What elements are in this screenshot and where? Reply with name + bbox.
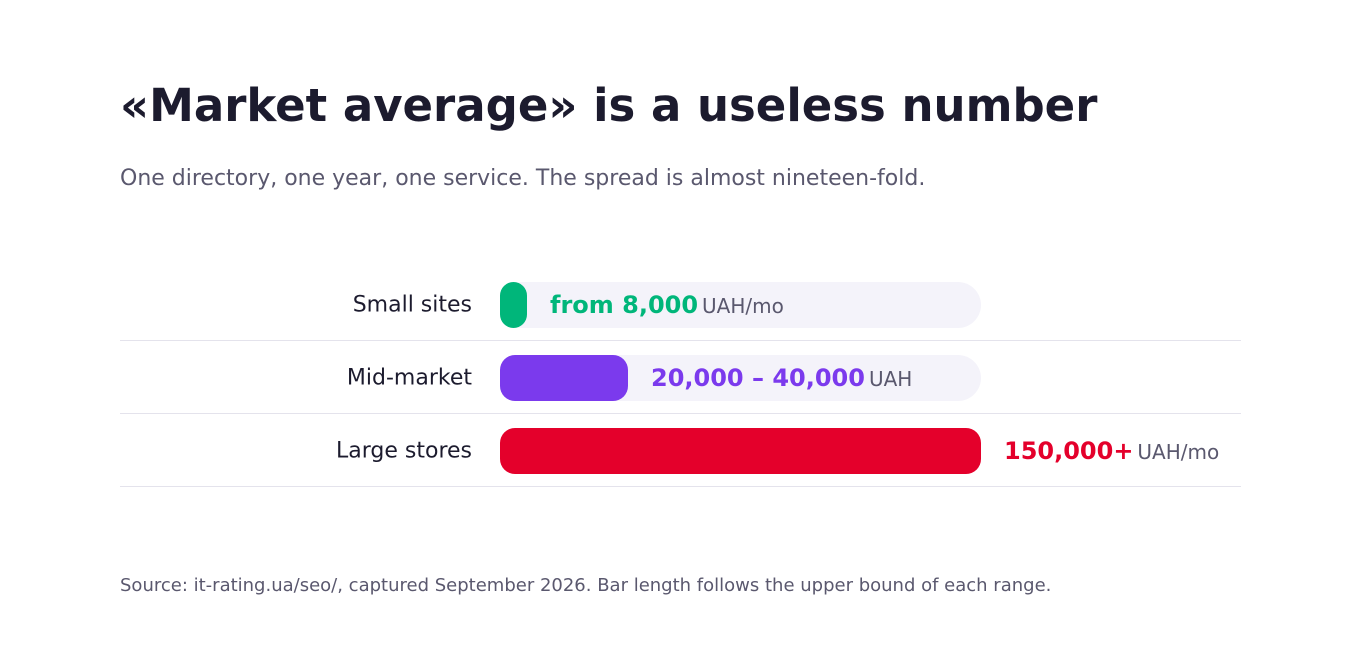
value-number: 150,000+ (1004, 437, 1134, 465)
bar (500, 428, 981, 474)
bar-track (500, 355, 981, 401)
chart-title: «Market average» is a useless number (120, 79, 1098, 132)
bar (500, 282, 527, 328)
value-label: from 8,000 UAH/mo (550, 291, 784, 319)
value-label: 20,000 – 40,000 UAH (651, 364, 912, 392)
chart-row: Mid-market 20,000 – 40,000 UAH (120, 341, 1241, 414)
bar (500, 355, 628, 401)
row-divider (120, 486, 1241, 487)
value-label: 150,000+ UAH/mo (1004, 437, 1219, 465)
value-number: 20,000 – 40,000 (651, 364, 865, 392)
row-divider (120, 413, 1241, 414)
category-label: Mid-market (346, 365, 472, 391)
category-label: Small sites (352, 292, 472, 318)
bar-track (500, 282, 981, 328)
value-unit: UAH/mo (702, 294, 784, 318)
source-note: Source: it-rating.ua/seo/, captured Sept… (120, 575, 1052, 596)
value-unit: UAH (868, 367, 913, 391)
category-label: Large stores (336, 438, 472, 464)
row-divider (120, 340, 1241, 341)
chart-row: Small sites from 8,000 UAH/mo (120, 268, 1241, 341)
value-number: from 8,000 (550, 291, 699, 319)
bar-track (500, 428, 981, 474)
chart-subtitle: One directory, one year, one service. Th… (120, 166, 926, 191)
value-unit: UAH/mo (1137, 440, 1220, 464)
bar-chart: Small sites from 8,000 UAH/mo Mid-market 20,… (120, 268, 1242, 490)
chart-row: Large stores 150,000+ UAH/mo (120, 414, 1241, 487)
